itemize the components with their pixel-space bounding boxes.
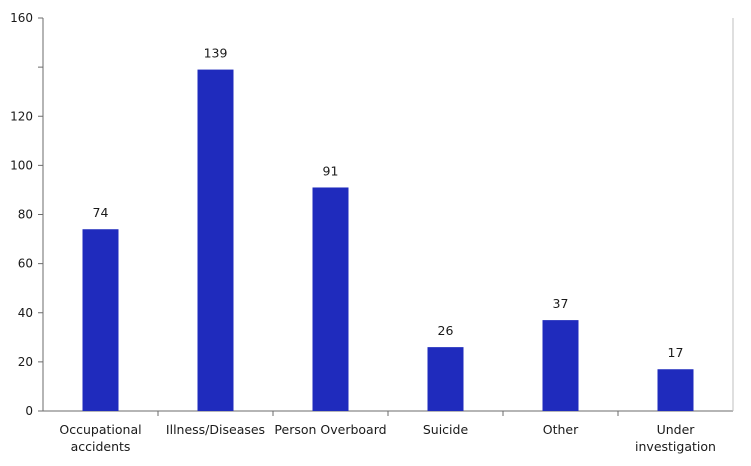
category-label: accidents <box>71 439 131 454</box>
plot-frame <box>42 18 734 412</box>
category-label: Occupational <box>59 422 141 437</box>
y-tick-label: 60 <box>18 257 33 271</box>
bar <box>197 69 234 412</box>
data-label: 74 <box>93 205 109 220</box>
bar <box>427 347 464 411</box>
data-label: 17 <box>668 345 684 360</box>
y-tick-label: 80 <box>18 208 33 222</box>
category-label: Illness/Diseases <box>166 422 265 437</box>
y-tick-label: 20 <box>18 355 33 369</box>
y-axis-ticks: 0 20 40 60 80 100 120 160 <box>10 11 43 418</box>
category-label: Person Overboard <box>274 422 386 437</box>
bar <box>312 187 349 411</box>
category-label: Suicide <box>423 422 469 437</box>
bars <box>82 69 694 412</box>
bar <box>82 229 119 411</box>
data-label: 37 <box>553 296 569 311</box>
data-labels: 74 139 91 26 37 17 <box>93 46 684 361</box>
y-tick-label: 120 <box>10 109 33 123</box>
bar <box>657 369 694 411</box>
category-label: Under <box>657 422 696 437</box>
bar <box>542 320 579 411</box>
y-tick-label: 160 <box>10 11 33 25</box>
category-label: investigation <box>635 439 716 454</box>
y-tick-label: 100 <box>10 158 33 172</box>
data-label: 91 <box>323 163 339 178</box>
y-tick-label: 0 <box>25 404 33 418</box>
category-labels: Occupational accidents Illness/Diseases Per… <box>59 422 716 454</box>
x-axis-ticks <box>157 411 619 416</box>
data-label: 139 <box>204 46 228 61</box>
category-label: Other <box>543 422 579 437</box>
y-tick-label: 40 <box>18 306 33 320</box>
data-label: 26 <box>438 323 454 338</box>
